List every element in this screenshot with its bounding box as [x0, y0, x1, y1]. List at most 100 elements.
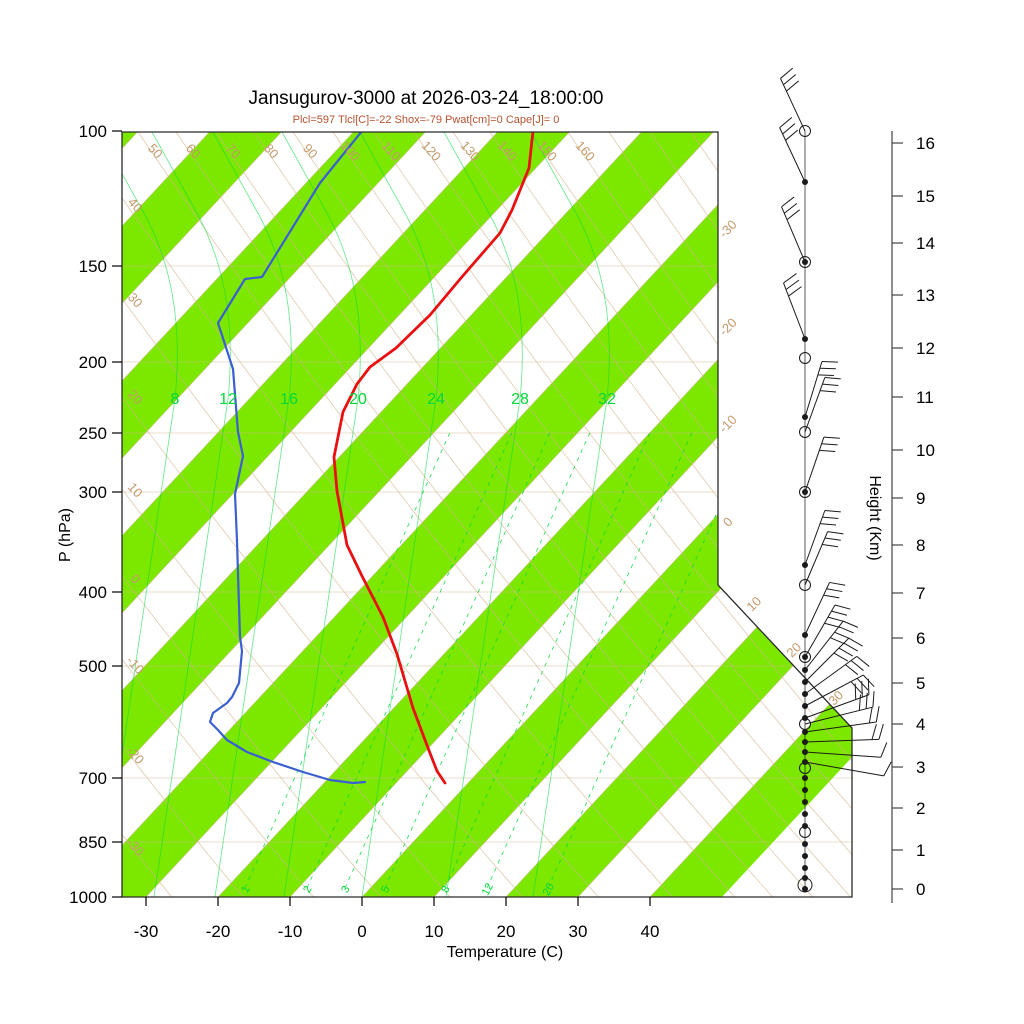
sounding-level-dot	[802, 632, 808, 638]
pressure-tick-label: 850	[79, 833, 107, 852]
adiabat-isotherm-label: 0	[720, 514, 736, 530]
pressure-tick-label: 150	[79, 257, 107, 276]
moist-adiabat-label: 16	[280, 391, 298, 408]
dry-adiabat-line	[122, 132, 244, 897]
mixing-ratio-line	[547, 429, 755, 889]
wind-barb-column	[779, 67, 892, 893]
sounding-level-dot	[802, 787, 808, 793]
dry-adiabat-line	[690, 132, 852, 897]
mixing-ratio-line	[444, 429, 652, 889]
isotherm-band	[122, 132, 570, 897]
height-tick-label: 7	[916, 584, 925, 603]
sounding-level-dot	[802, 679, 808, 685]
height-tick-label: 6	[916, 629, 925, 648]
pressure-tick-label: 700	[79, 769, 107, 788]
temperature-tick-label: 10	[425, 922, 444, 941]
sounding-parameters: Plcl=597 Tlcl[C]=-22 Shox=-79 Pwat[cm]=0…	[292, 114, 560, 126]
moist-adiabat-label: 8	[171, 391, 180, 408]
sounding-level-dot	[802, 841, 808, 847]
moist-adiabat-label: 12	[219, 391, 237, 408]
isotherm-band	[122, 132, 852, 897]
height-tick-label: 3	[916, 758, 925, 777]
temperature-tick-label: 0	[357, 922, 366, 941]
mixing-ratio-label: 2	[301, 884, 314, 895]
sounding-level-circle	[799, 579, 811, 591]
isotherm-line	[122, 132, 426, 897]
isotherm-band	[122, 132, 426, 897]
dry-adiabat-line	[292, 132, 852, 897]
sounding-level-dot	[802, 799, 808, 805]
dry-adiabat-line	[373, 132, 852, 897]
isotherm-line	[0, 132, 65, 897]
temperature-curve	[332, 132, 535, 785]
isotherm-band	[122, 132, 714, 897]
mixing-ratio-line	[244, 429, 452, 889]
sounding-level-dot	[802, 775, 808, 781]
height-tick-label: 10	[916, 441, 935, 460]
isotherm-line	[122, 132, 282, 897]
pressure-tick-label: 400	[79, 583, 107, 602]
isotherm-band	[506, 132, 852, 897]
page-title: Jansugurov-3000 at 2026-03-24_18:00:00	[248, 88, 604, 109]
sounding-level-dot	[802, 562, 808, 568]
x-axis-title: Temperature (C)	[446, 944, 564, 961]
mixing-ratio-label: 8	[439, 884, 452, 895]
sounding-level-circle	[799, 651, 811, 663]
adiabat-isotherm-label: -20	[716, 315, 740, 339]
dry-adiabat-line	[175, 132, 773, 897]
dry-adiabat-line	[122, 132, 451, 897]
temperature-tick-label: 30	[569, 922, 588, 941]
adiabat-isotherm-label: -10	[716, 412, 740, 436]
mixing-ratio-line	[306, 429, 514, 889]
temperature-tick-label: 40	[641, 922, 660, 941]
dry-adiabat-line	[608, 132, 852, 897]
temperature-tick-label: -10	[278, 922, 303, 941]
mixing-ratio-line	[384, 429, 592, 889]
moist-adiabat-line	[359, 132, 439, 897]
pressure-tick-label: 500	[79, 657, 107, 676]
isotherm-line	[577, 132, 852, 897]
height-tick-label: 16	[916, 134, 935, 153]
sounding-level-dot	[802, 886, 808, 892]
height-tick-label: 0	[916, 880, 925, 899]
sounding-level-dot	[802, 691, 808, 697]
adiabat-isotherm-label: 160	[573, 138, 599, 164]
sounding-level-circle	[799, 426, 811, 438]
height-axis-title: Height (Km)	[866, 475, 883, 561]
sounding-level-dot	[802, 414, 808, 420]
dry-adiabat-line	[567, 132, 852, 897]
sounding-level-dot	[802, 853, 808, 859]
sounding-level-dot	[802, 179, 808, 185]
moist-adiabat-label: 24	[427, 391, 445, 408]
isotherm-line	[122, 132, 570, 897]
temperature-tick-label: 20	[497, 922, 516, 941]
moist-adiabat-line	[151, 132, 231, 897]
moist-adiabat-label: 28	[511, 391, 529, 408]
pressure-tick-label: 100	[79, 122, 107, 141]
dry-adiabat-line	[137, 132, 735, 897]
adiabat-isotherm-label: 10	[743, 593, 764, 614]
temperature-tick-label: -30	[134, 922, 159, 941]
isotherm-line	[649, 132, 852, 897]
dry-adiabat-line	[122, 132, 524, 897]
sounding-level-dot	[802, 259, 808, 265]
isotherm-line	[505, 132, 852, 897]
isotherm-line	[122, 132, 642, 897]
dry-adiabat-line	[122, 132, 673, 897]
height-tick-label: 15	[916, 187, 935, 206]
pressure-tick-label: 250	[79, 424, 107, 443]
height-tick-label: 11	[916, 388, 934, 407]
mixing-ratio-label: 3	[339, 884, 352, 895]
mixing-ratio-line	[486, 429, 694, 889]
height-tick-label: 9	[916, 489, 925, 508]
dry-adiabat-line	[122, 132, 315, 897]
moist-adiabat-line	[212, 132, 292, 897]
dry-adiabat-line	[215, 132, 813, 897]
sounding-level-circle	[799, 826, 811, 838]
sounding-level-dot	[802, 811, 808, 817]
adiabat-isotherm-label: 50	[145, 141, 166, 162]
sounding-level-circle	[799, 486, 811, 498]
pressure-tick-label: 300	[79, 483, 107, 502]
